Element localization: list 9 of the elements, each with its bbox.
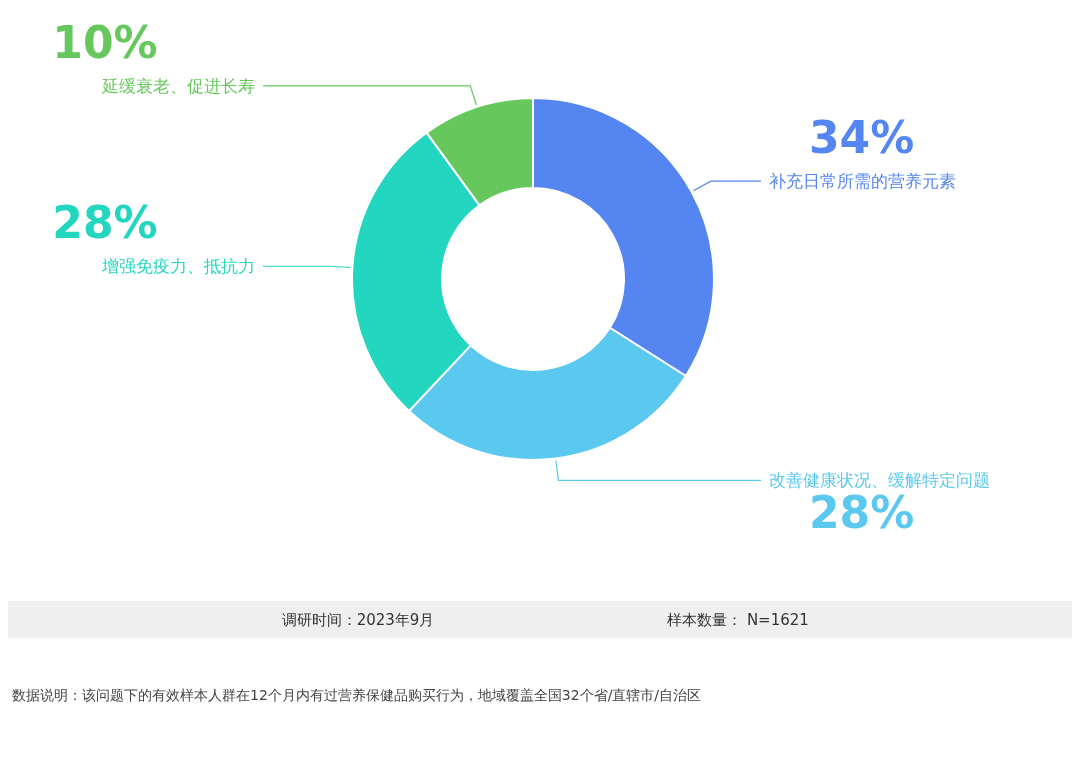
slice-label: 延缓衰老、促进长寿 <box>101 75 255 96</box>
data-label: 10% <box>52 16 158 68</box>
data-label: 34% <box>809 112 915 164</box>
data-label: 28% <box>52 197 158 249</box>
text: 数据说明：该问题下的有效样本人群在12个月内有过营养保健品购买行为，地域覆盖全国32个省/直辖市/自治区 <box>12 687 702 703</box>
slice-label: 补充日常所需的营养元素 <box>769 171 956 192</box>
text: 样本数量： N=1621 <box>667 611 809 629</box>
text: 调研时间：2023年9月 <box>281 611 435 629</box>
slice-label: 增强免疫力、抵抗力 <box>101 256 255 277</box>
